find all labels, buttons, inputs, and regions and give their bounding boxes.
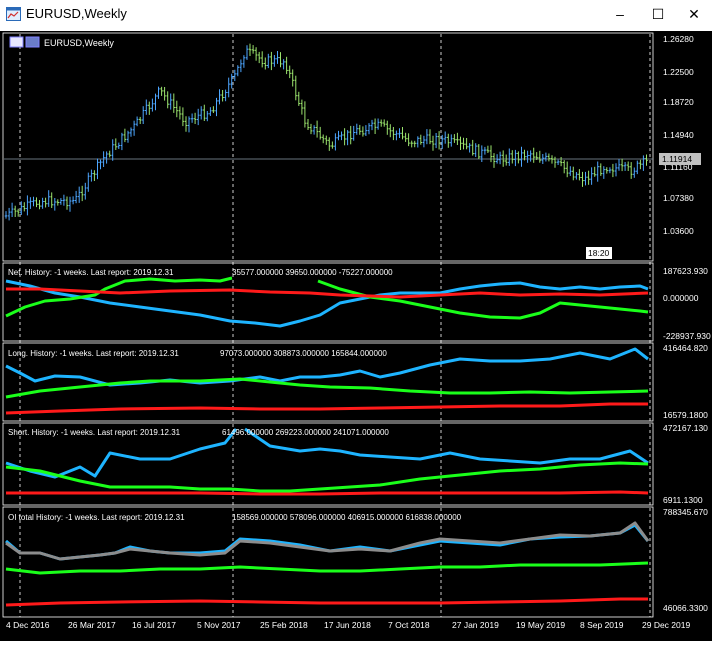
chart-area[interactable]: EURUSD,Weekly 1.26280 1.22500 1.18720 1.… [0,31,712,641]
indicator-axis-top: 472167.130 [663,423,708,433]
indicator-axis-top: 788345.670 [663,507,708,517]
net-green-line-b [317,279,649,320]
date-tick: 25 Feb 2018 [260,620,308,630]
date-tick: 26 Mar 2017 [68,620,116,630]
date-tick: 7 Oct 2018 [388,620,430,630]
short-red-line [6,490,649,496]
indicator-label: OI total History: -1 weeks. Last report:… [8,513,185,522]
net-blue-line [5,279,649,328]
net-green-line-a [5,276,233,318]
indicator-label: Net. History: -1 weeks. Last report: 201… [8,268,174,277]
price-tick: 1.22500 [663,67,694,77]
current-price-box [659,153,701,165]
indicator-axis-bottom: -228937.930 [663,331,711,341]
indicator-axis-bottom: 46066.3300 [663,603,708,613]
price-tick: 1.03600 [663,226,694,236]
minimize-button[interactable]: – [616,6,624,22]
pane-border [2,262,654,342]
price-tick: 1.07380 [663,193,694,203]
date-tick: 17 Jun 2018 [324,620,371,630]
long-green-line [5,377,649,399]
chart-grid [2,32,654,618]
chart-flag-icon [9,36,24,48]
oi-gray-line [5,521,650,561]
close-button[interactable]: ✕ [688,6,700,22]
window-titlebar[interactable]: EURUSD,Weekly – ☐ ✕ [0,0,712,28]
indicator-axis-mid: 0.000000 [663,293,699,303]
date-tick: 4 Dec 2016 [6,620,50,630]
maximize-button[interactable]: ☐ [651,6,665,22]
chart-flag-icon-2 [25,36,40,48]
price-tick: 1.26280 [663,34,694,44]
indicator-axis-bottom: 6911.1300 [663,495,703,505]
indicator-label: Long. History: -1 weeks. Last report: 20… [8,349,179,358]
indicator-values: 35577.000000 39650.000000 -75227.000000 [232,268,393,277]
chart-canvas[interactable]: EURUSD,Weekly 1.26280 1.22500 1.18720 1.… [0,31,712,641]
indicator-lines [5,276,650,607]
indicator-values: 61496.000000 269223.000000 241071.000000 [222,428,389,437]
indicator-axis-top: 187623.930 [663,266,708,276]
window-title: EURUSD,Weekly [26,6,127,21]
short-green-line [5,461,649,493]
oi-green-line [5,561,649,575]
short-blue-line [5,428,238,479]
price-tick: 1.14940 [663,130,694,140]
price-tick: 1.18720 [663,97,694,107]
pane-border [2,422,654,506]
time-label: 18:20 [588,248,610,258]
pane-border [2,506,654,618]
pane-border [2,342,654,422]
date-tick: 5 Nov 2017 [197,620,241,630]
short-blue-line-b [244,427,649,465]
price-bars [4,43,648,221]
date-tick: 8 Sep 2019 [580,620,624,630]
time-label-box [586,247,612,259]
symbol-label: EURUSD,Weekly [44,38,114,48]
date-tick: 27 Jan 2019 [452,620,499,630]
date-tick: 19 May 2019 [516,620,565,630]
current-price: 1.11914 [662,154,692,164]
indicator-axis-top: 416464.820 [663,343,708,353]
long-blue-line [5,347,649,387]
indicator-values: 97073.000000 308873.000000 165844.000000 [220,349,387,358]
chart-window-icon [6,7,21,21]
net-red-line [6,287,649,299]
date-tick: 16 Jul 2017 [132,620,176,630]
indicator-axis-bottom: 16579.1800 [663,410,708,420]
oi-red-line [5,597,648,607]
long-red-line [5,402,648,415]
price-tick: 1.11160 [663,162,693,172]
indicator-values: 158569.000000 578096.000000 406915.00000… [232,513,462,522]
indicator-label: Short. History: -1 weeks. Last report: 2… [8,428,181,437]
date-tick: 29 Dec 2019 [642,620,690,630]
pane-border [2,32,654,262]
